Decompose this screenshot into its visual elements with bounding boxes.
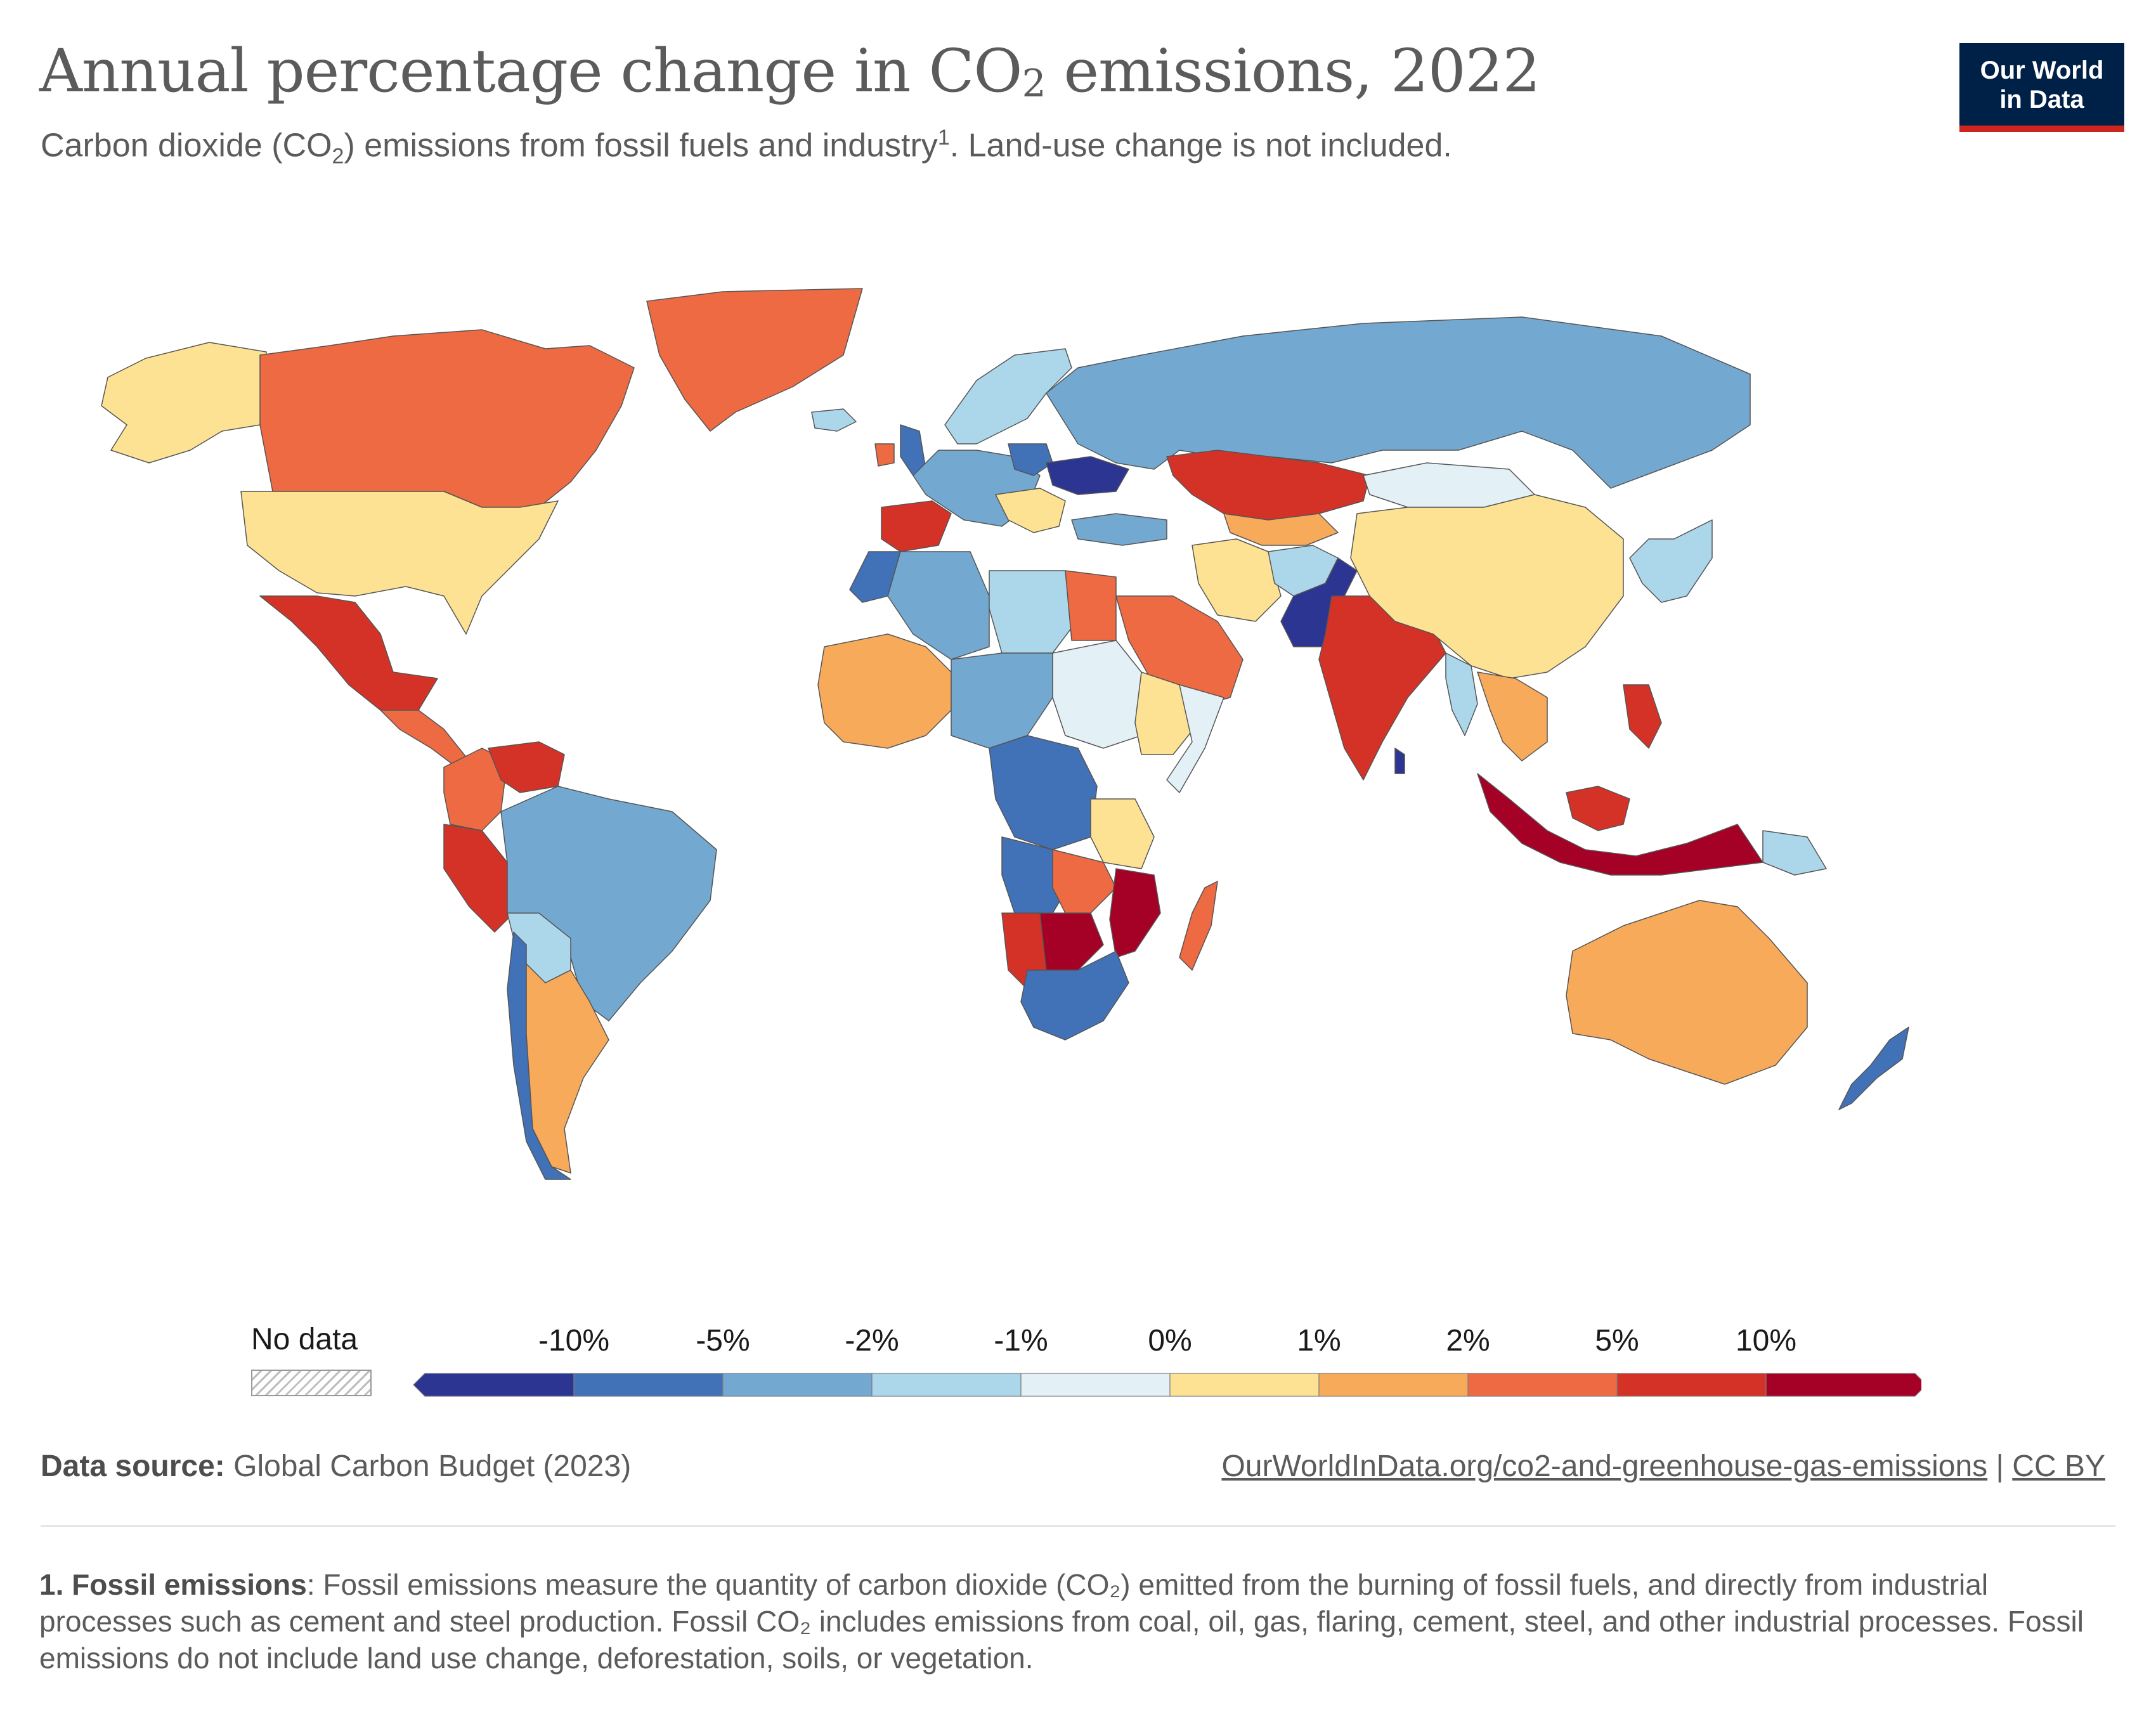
country-kazakhstan[interactable]: Kazakhstan	[1166, 450, 1370, 521]
legend-bin-7[interactable]	[1467, 1373, 1618, 1397]
country-mainland-southeast-asia[interactable]: Mainland Southeast Asia	[1477, 671, 1548, 762]
country-united-states[interactable]: United States	[240, 491, 559, 635]
footer-links: OurWorldInData.org/co2-and-greenhouse-ga…	[1221, 1449, 2105, 1483]
legend-tick-label: -5%	[696, 1324, 750, 1358]
country-mexico[interactable]: Mexico	[259, 595, 438, 711]
country-turkey[interactable]: Turkey	[1071, 513, 1167, 546]
legend-tick-label: 10%	[1736, 1324, 1796, 1358]
country-chad[interactable]: Chad	[951, 652, 1053, 749]
country-colombia[interactable]: Colombia	[443, 748, 508, 831]
country-botswana[interactable]: Botswana	[1039, 912, 1104, 971]
country-korea-and-japan[interactable]: Korea and Japan	[1629, 519, 1713, 603]
legend-tick-label: -2%	[845, 1324, 899, 1358]
logo-line-1: Our World	[1980, 56, 2104, 84]
country-west-africa[interactable]: West Africa	[817, 633, 952, 749]
country-greenland[interactable]: Greenland	[646, 288, 863, 432]
country-new-zealand[interactable]: New Zealand	[1838, 1027, 1909, 1110]
country-russia[interactable]: Russia	[1046, 316, 1751, 489]
chart-link[interactable]: OurWorldInData.org/co2-and-greenhouse-ga…	[1221, 1449, 1988, 1483]
country-iceland[interactable]: Iceland	[811, 408, 857, 432]
country-libya[interactable]: Libya	[989, 570, 1072, 654]
country-tanzania[interactable]: Tanzania	[1090, 798, 1155, 869]
country-ukraine[interactable]: Ukraine	[1046, 456, 1129, 495]
legend-tick-label: 2%	[1446, 1324, 1490, 1358]
country-mozambique[interactable]: Mozambique	[1109, 868, 1161, 958]
no-data-swatch[interactable]	[251, 1370, 372, 1396]
country-peru[interactable]: Peru	[443, 824, 514, 933]
country-dr-congo[interactable]: DR Congo	[989, 735, 1098, 850]
country-alaska[interactable]: Alaska	[101, 342, 267, 464]
data-source: Data source: Global Carbon Budget (2023)	[41, 1449, 632, 1483]
footer-divider	[41, 1525, 2115, 1527]
country-iran[interactable]: Iran	[1192, 538, 1282, 622]
chart-subtitle: Carbon dioxide (CO2) emissions from foss…	[41, 126, 1452, 169]
legend-bin-8[interactable]	[1616, 1373, 1767, 1397]
country-ireland[interactable]: Ireland	[874, 443, 895, 467]
legend-tick-label: 5%	[1595, 1324, 1639, 1358]
owid-logo[interactable]: Our World in Data	[1959, 43, 2124, 132]
country-madagascar[interactable]: Madagascar	[1179, 881, 1218, 971]
country-egypt[interactable]: Egypt	[1065, 570, 1117, 641]
legend-bin-5[interactable]	[1169, 1373, 1320, 1397]
legend-tick-label: 1%	[1297, 1324, 1341, 1358]
country-somalia[interactable]: Somalia	[1166, 684, 1224, 793]
legend-bin-9[interactable]	[1765, 1373, 1921, 1397]
country-balkans[interactable]: Balkans	[995, 488, 1066, 533]
country-sri-lanka[interactable]: Sri Lanka	[1394, 748, 1405, 774]
country-sudan[interactable]: Sudan	[1052, 640, 1142, 749]
country-south-africa[interactable]: South Africa	[1020, 950, 1129, 1041]
legend-bin-6[interactable]	[1318, 1373, 1469, 1397]
country-algeria[interactable]: Algeria	[887, 551, 990, 660]
footnote: 1. Fossil emissions: Fossil emissions me…	[39, 1568, 2084, 1675]
country-malaysia-and-borneo[interactable]: Malaysia and Borneo	[1566, 786, 1630, 831]
license-link[interactable]: CC BY	[2012, 1449, 2105, 1483]
chart-title: Annual percentage change in CO2 emission…	[39, 37, 1540, 106]
country-spain[interactable]: Spain	[881, 500, 952, 552]
country-philippines[interactable]: Philippines	[1623, 684, 1662, 749]
country-canada[interactable]: Canada	[259, 329, 635, 514]
legend-bin-3[interactable]	[871, 1373, 1022, 1397]
logo-line-2: in Data	[1999, 86, 2084, 113]
logo-accent-bar	[1959, 126, 2124, 132]
country-central-america[interactable]: Central America	[380, 710, 470, 768]
world-map: AlaskaCanadaGreenland United StatesMexico…	[101, 288, 1909, 1180]
legend-bin-2[interactable]	[722, 1373, 873, 1397]
color-legend: -10% -5% -2% -1% 0% 1% 2% 5% 10%	[413, 1324, 1921, 1397]
legend-bin-1[interactable]	[573, 1373, 724, 1397]
legend-bin-0[interactable]	[413, 1373, 575, 1397]
country-myanmar[interactable]: Myanmar	[1445, 652, 1478, 736]
legend-tick-label: -10%	[538, 1324, 609, 1358]
country-papua-new-guinea[interactable]: Papua New Guinea	[1762, 830, 1827, 876]
legend-bin-4[interactable]	[1020, 1373, 1171, 1397]
legend-tick-label: -1%	[994, 1324, 1048, 1358]
country-australia[interactable]: Australia	[1566, 900, 1808, 1085]
no-data-label: No data	[251, 1323, 358, 1356]
country-poland[interactable]: Poland	[1008, 443, 1053, 476]
legend-tick-label: 0%	[1148, 1324, 1192, 1358]
country-arabian-peninsula[interactable]: Arabian Peninsula	[1115, 595, 1244, 711]
country-argentina[interactable]: Argentina	[526, 963, 609, 1174]
country-china[interactable]: China	[1350, 494, 1624, 679]
country-central-asia[interactable]: Central Asia	[1223, 513, 1339, 546]
